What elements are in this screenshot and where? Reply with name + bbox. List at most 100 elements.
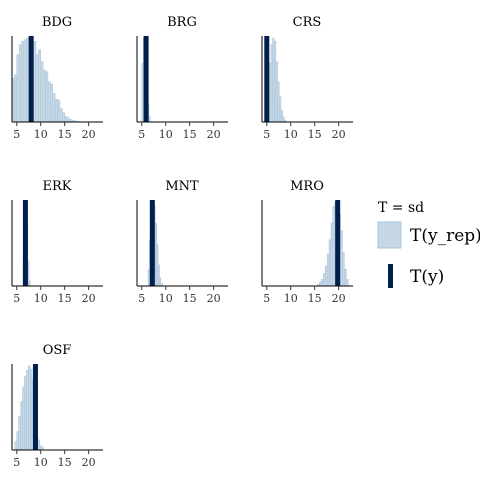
x-tick-label: 10 (159, 292, 173, 305)
panel-title-mro: MRO (290, 179, 324, 194)
histogram-bar (332, 205, 336, 287)
panel-erk: 5 10 15 20 ERK (11, 179, 103, 305)
histogram-bar (14, 74, 18, 123)
histogram-bar (64, 115, 68, 123)
x-tick-label: 5 (138, 292, 145, 305)
histogram-bar (16, 431, 19, 451)
legend: T = sd T(y_rep) T(y) (377, 200, 480, 288)
x-tick-label: 15 (58, 128, 72, 141)
x-tick-label: 10 (34, 292, 48, 305)
histogram-bar (328, 239, 332, 287)
observed-stat-line (32, 364, 38, 450)
histogram-bar (346, 279, 349, 287)
x-tick-label: 5 (263, 292, 270, 305)
histogram-bar (22, 386, 25, 451)
x-tick-label: 15 (308, 128, 322, 141)
legend-label-ty: T(y) (410, 267, 444, 287)
histogram-bar (24, 375, 27, 451)
x-tick-label: 20 (82, 456, 96, 469)
histogram-bar (38, 49, 41, 123)
histogram-bar (16, 54, 20, 123)
histogram-bar (14, 441, 18, 451)
histogram-bar (18, 416, 21, 451)
panel-title-bdg: BDG (42, 15, 72, 30)
legend-swatch-trep (377, 221, 402, 249)
legend-label-trep: T(y_rep) (410, 226, 480, 246)
histogram-bar (282, 116, 285, 123)
panel-title-brg: BRG (167, 15, 197, 30)
histogram-bar (52, 93, 56, 123)
histogram-bar (29, 369, 33, 451)
x-tick-label: 10 (34, 456, 48, 469)
x-tick-label: 10 (284, 292, 298, 305)
histogram-bar (28, 280, 31, 287)
observed-stat-line (143, 36, 149, 122)
panel-brg: 5 10 15 20 BRG (136, 15, 228, 141)
x-tick-label: 10 (34, 128, 48, 141)
legend-swatch-ty (388, 264, 393, 288)
observed-stat-line (149, 200, 155, 286)
histogram-bar (33, 41, 37, 123)
histogram-bar (35, 54, 39, 123)
histogram-bar (270, 44, 273, 123)
x-tick-label: 10 (284, 128, 298, 141)
panel-title-osf: OSF (43, 343, 72, 358)
observed-stat-line (335, 200, 341, 286)
panel-mro: 5 10 15 20 MRO (261, 179, 353, 305)
histogram-bar (62, 112, 65, 123)
histogram-bar (23, 39, 27, 123)
histogram-bar (273, 41, 277, 123)
panel-crs: 5 10 15 20 CRS (261, 15, 353, 141)
histogram-bar (66, 117, 70, 123)
histogram-bar (18, 44, 22, 123)
histogram-bar (42, 69, 46, 123)
x-tick-label: 5 (13, 128, 20, 141)
x-tick-label: 15 (308, 292, 322, 305)
x-tick-label: 20 (82, 292, 96, 305)
histogram-bar (323, 273, 326, 287)
panels-group: 5 10 15 20 BDG 5 10 15 20 BRG 5 10 15 20 CRS 5 10 15 20 ERK… (11, 15, 353, 469)
histogram-bar (21, 41, 25, 123)
panel-title-erk: ERK (43, 179, 72, 194)
panel-bdg: 5 10 15 20 BDG (11, 15, 103, 141)
histogram-bar (275, 61, 278, 123)
x-tick-label: 20 (207, 292, 221, 305)
histogram-bar (26, 369, 29, 451)
histogram-bar (319, 281, 322, 287)
panel-title-mnt: MNT (165, 179, 199, 194)
histogram-bar (278, 96, 282, 123)
histogram-bar (54, 99, 58, 123)
x-tick-label: 5 (13, 292, 20, 305)
histogram-bar (47, 81, 51, 123)
x-tick-label: 5 (138, 128, 145, 141)
observed-stat-line (28, 36, 34, 122)
x-tick-label: 15 (183, 292, 197, 305)
x-tick-label: 15 (58, 292, 72, 305)
observed-stat-line (22, 200, 28, 286)
legend-title: T = sd (378, 200, 424, 216)
histogram-bar (326, 253, 330, 287)
histogram-bar (57, 99, 61, 123)
panel-osf: 5 10 15 20 OSF (11, 343, 103, 469)
x-tick-label: 20 (332, 292, 346, 305)
observed-stat-line (264, 36, 270, 122)
x-tick-label: 20 (82, 128, 96, 141)
histogram-bar (330, 222, 334, 287)
histogram-bar (37, 439, 41, 451)
histogram-bar (268, 62, 272, 123)
x-tick-label: 15 (183, 128, 197, 141)
histogram-bar (324, 265, 328, 287)
histogram-bar (20, 401, 23, 451)
x-tick-label: 5 (13, 456, 20, 469)
x-tick-label: 5 (263, 128, 270, 141)
panel-mnt: 5 10 15 20 MNT (136, 179, 228, 305)
histogram-bar (26, 37, 30, 123)
panel-title-crs: CRS (293, 15, 322, 30)
x-tick-label: 20 (207, 128, 221, 141)
x-tick-label: 20 (332, 128, 346, 141)
histogram-bar (344, 268, 347, 287)
x-tick-label: 15 (58, 456, 72, 469)
histogram-bar (39, 445, 42, 451)
histogram-bar (148, 116, 151, 123)
